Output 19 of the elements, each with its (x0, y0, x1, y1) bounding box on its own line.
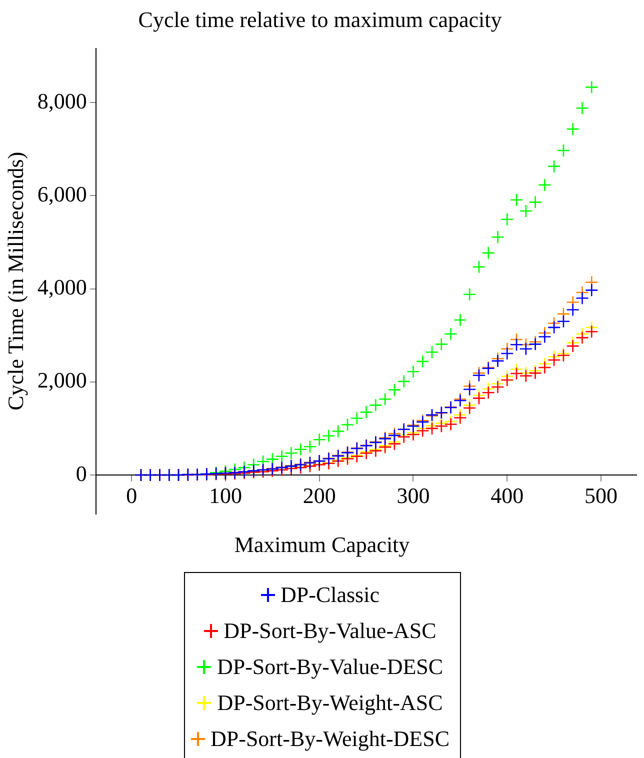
x-tick-label: 400 (490, 483, 524, 508)
x-tick-label: 0 (126, 483, 138, 508)
y-tick-label: 4,000 (37, 274, 87, 300)
legend-label: DP-Sort-By-Value-DESC (216, 653, 444, 681)
x-axis-title: Maximum Capacity (233, 532, 411, 558)
x-tick-label: 300 (396, 483, 430, 508)
y-tick-label: 0 (76, 460, 87, 486)
x-tick-label: 500 (584, 483, 618, 508)
x-tick-label: 200 (302, 483, 336, 508)
y-tick-label: 8,000 (37, 88, 87, 114)
legend-label: DP-Sort-By-Value-ASC (224, 617, 436, 645)
y-tick-label: 2,000 (37, 368, 87, 393)
legend-label: DP-Classic (280, 581, 380, 609)
chart-title: Cycle time relative to maximum capacity (138, 6, 502, 32)
y-axis-title: Cycle Time (in Milliseconds) (2, 152, 28, 410)
legend-label: DP-Sort-By-Weight-ASC (217, 689, 443, 717)
legend-label: DP-Sort-By-Weight-DESC (210, 725, 450, 753)
x-tick-label: 100 (208, 483, 242, 508)
y-tick-label: 6,000 (37, 181, 87, 206)
